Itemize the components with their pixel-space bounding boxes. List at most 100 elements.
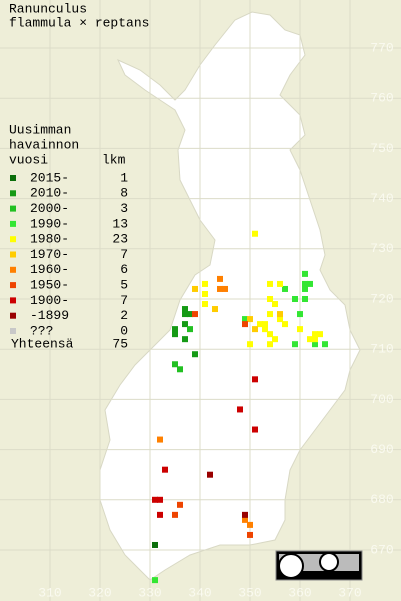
- observation: [282, 285, 288, 292]
- observation: [247, 531, 253, 538]
- observation: [312, 341, 318, 348]
- x-tick-label: 350: [238, 585, 261, 600]
- legend-count: 8: [120, 186, 128, 201]
- observation: [182, 306, 188, 313]
- legend-count: 0: [120, 323, 128, 338]
- observation: [302, 270, 308, 277]
- legend-swatch: [10, 251, 16, 258]
- legend-label: 2015-: [30, 170, 69, 185]
- y-tick-label: 690: [370, 442, 393, 457]
- observation: [252, 326, 258, 333]
- count-header: lkm: [102, 152, 126, 167]
- legend-swatch: [10, 328, 16, 334]
- legend-count: 1: [120, 170, 128, 185]
- observation: [267, 331, 273, 338]
- legend-header: Uusimman: [9, 122, 71, 137]
- observation: [172, 326, 178, 333]
- observation: [222, 285, 228, 292]
- observation: [317, 331, 323, 338]
- observation: [192, 285, 198, 292]
- observation: [257, 321, 263, 328]
- observation: [237, 406, 243, 413]
- legend-label: 2000-: [30, 201, 69, 216]
- observation: [272, 301, 278, 308]
- legend-count: 2: [120, 308, 128, 323]
- observation: [157, 436, 163, 443]
- y-tick-label: 750: [370, 141, 393, 156]
- observation: [282, 321, 288, 328]
- observation: [207, 471, 213, 478]
- observation: [292, 341, 298, 348]
- legend-count: 6: [120, 262, 128, 277]
- observation: [252, 230, 258, 237]
- finland-outline: [99, 11, 361, 581]
- x-tick-label: 310: [38, 585, 61, 600]
- observation: [272, 336, 278, 343]
- observation: [187, 326, 193, 333]
- observation: [252, 426, 258, 433]
- legend-swatch: [10, 175, 16, 181]
- title: flammula × reptans: [9, 15, 149, 30]
- observation: [302, 296, 308, 302]
- x-tick-label: 330: [138, 585, 161, 600]
- observation: [242, 321, 248, 328]
- observation: [302, 285, 308, 292]
- legend-swatch: [10, 220, 16, 227]
- legend-swatch: [10, 190, 16, 197]
- observation: [202, 290, 208, 297]
- legend-header: vuosi: [9, 152, 48, 167]
- y-tick-label: 720: [370, 291, 393, 306]
- observation: [172, 361, 178, 368]
- observation: [177, 501, 183, 508]
- total-label: Yhteensä: [11, 336, 74, 351]
- legend-header: havainnon: [9, 137, 79, 152]
- observation: [217, 275, 223, 282]
- observation: [152, 496, 158, 503]
- y-tick-label: 700: [370, 392, 393, 407]
- observation: [192, 311, 198, 318]
- y-tick-label: 770: [370, 40, 393, 55]
- observation: [267, 280, 273, 287]
- observation: [262, 321, 268, 328]
- legend-count: 3: [120, 201, 128, 216]
- legend-swatch: [10, 297, 16, 304]
- legend-label: 1900-: [30, 293, 69, 308]
- observation: [162, 466, 168, 473]
- x-tick-label: 360: [288, 585, 311, 600]
- legend-swatch: [10, 312, 16, 319]
- y-tick-label: 670: [370, 542, 393, 557]
- x-tick-label: 340: [188, 585, 211, 600]
- observation: [217, 285, 223, 292]
- observation: [277, 280, 283, 287]
- legend-label: 1960-: [30, 262, 69, 277]
- legend-label: 1990-: [30, 216, 69, 231]
- legend-label: 1950-: [30, 278, 69, 293]
- observation: [182, 311, 188, 318]
- observation: [312, 336, 318, 343]
- legend-swatch: [10, 236, 16, 243]
- observation: [182, 321, 188, 328]
- observation: [292, 296, 298, 302]
- observation: [307, 336, 313, 343]
- observation: [152, 541, 158, 548]
- observation: [277, 316, 283, 323]
- y-tick-label: 740: [370, 191, 393, 206]
- observation: [182, 336, 188, 343]
- legend-swatch: [10, 205, 16, 212]
- observation: [202, 280, 208, 287]
- observation: [152, 577, 158, 584]
- observation: [172, 511, 178, 518]
- observation: [247, 521, 253, 528]
- observation: [157, 511, 163, 518]
- observation: [307, 280, 313, 287]
- observation: [322, 341, 328, 348]
- observation: [192, 351, 198, 358]
- observation: [297, 311, 303, 318]
- points: [152, 230, 328, 584]
- legend-swatch: [10, 266, 16, 273]
- legend-label: 1980-: [30, 232, 69, 247]
- observation: [242, 511, 248, 518]
